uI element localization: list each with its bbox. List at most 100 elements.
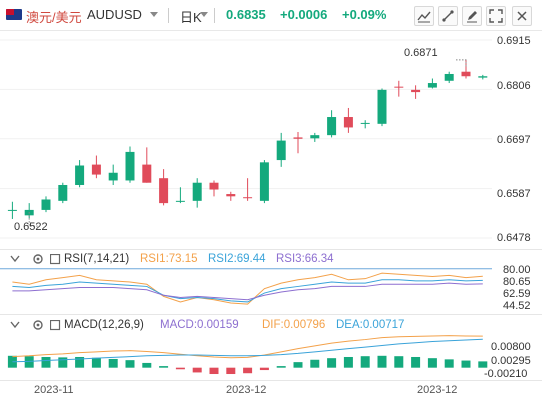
dea-line (12, 338, 483, 363)
macd-bar (427, 358, 437, 368)
macd-chart[interactable] (0, 332, 492, 380)
macd-bar (209, 367, 219, 375)
rsi-tick: 62.59 (503, 288, 531, 300)
macd-bar (192, 367, 202, 373)
candle-body (327, 117, 337, 136)
candle-body (377, 89, 387, 124)
candle-body (108, 172, 118, 181)
candle-body (91, 164, 101, 175)
gear-icon[interactable] (32, 253, 44, 265)
candle-body (360, 122, 370, 124)
pencil-icon[interactable] (462, 6, 482, 26)
macd-tick: 0.00800 (491, 341, 531, 353)
macd-bar (293, 362, 303, 368)
candle-body (259, 162, 269, 201)
rsi-tick: 80.65 (503, 276, 531, 288)
price-tick: 0.6478 (497, 232, 531, 244)
collapse-chevron-icon[interactable] (10, 321, 20, 329)
pane-divider (0, 249, 542, 250)
fullscreen-icon[interactable] (486, 6, 506, 26)
last-price: 0.6835 (226, 7, 266, 22)
price-tick: 0.6587 (497, 188, 531, 200)
macd-bar (142, 362, 152, 368)
draw-line-icon[interactable] (438, 6, 458, 26)
candle-body (461, 71, 471, 77)
gear-icon[interactable] (32, 319, 44, 331)
candle-body (58, 184, 68, 201)
top-bar: 澳元/美元 AUDUSD 日K 0.6835 +0.0006 +0.09% (0, 0, 542, 31)
period-dropdown-icon[interactable] (200, 12, 208, 17)
checkbox-icon[interactable] (50, 254, 61, 265)
rsi-tick: 80.00 (503, 264, 531, 276)
macd-tick: -0.00210 (484, 368, 528, 380)
rsi-chart[interactable] (0, 262, 492, 312)
macd-bar (159, 366, 169, 368)
candle-body (411, 89, 421, 93)
candle-body (142, 164, 152, 183)
collapse-chevron-icon[interactable] (10, 255, 20, 263)
low-label: 0.6522 (14, 221, 48, 233)
symbol-dropdown-icon[interactable] (150, 12, 158, 17)
macd-bar (478, 361, 488, 368)
flag-icon (6, 9, 22, 20)
candle-body (427, 83, 437, 88)
macd-bar (377, 355, 387, 368)
price-tick: 0.6697 (497, 134, 531, 146)
rsi1-line (12, 272, 483, 305)
macd-bar (108, 358, 118, 368)
symbol-name[interactable]: 澳元/美元 (26, 10, 82, 25)
candle-body (159, 178, 169, 204)
candle-body (293, 137, 303, 139)
period-selector[interactable]: 日K (180, 10, 202, 25)
macd-bar (444, 359, 454, 368)
macd-bar (243, 367, 253, 374)
checkbox-icon[interactable] (50, 320, 61, 331)
macd-bar (411, 356, 421, 368)
symbol-code[interactable]: AUDUSD (87, 7, 142, 22)
pane-divider (0, 314, 542, 315)
macd-bar (41, 356, 51, 368)
candle-body (75, 165, 85, 185)
macd-bar (58, 357, 68, 368)
rsi2-line (12, 279, 483, 303)
candle-body (125, 151, 135, 181)
candlestick-chart[interactable] (0, 30, 492, 248)
candle-body (192, 182, 202, 201)
close-icon[interactable] (512, 6, 532, 26)
divider (168, 8, 169, 23)
macd-bar (175, 367, 185, 370)
macd-title: MACD(12,26,9) (64, 319, 144, 331)
macd-tick: 0.00295 (491, 355, 531, 367)
macd-bar (360, 356, 370, 368)
dea-value: DEA:0.00717 (336, 319, 405, 331)
macd-bar (461, 360, 471, 368)
macd-bar (226, 367, 236, 375)
candle-body (394, 86, 404, 88)
candle-body (276, 140, 286, 161)
axis-divider (0, 380, 542, 381)
macd-value: MACD:0.00159 (160, 319, 239, 331)
price-change: +0.0006 (280, 7, 328, 22)
candle-body (310, 135, 320, 139)
candle-body (226, 194, 236, 197)
x-tick-label: 2023-12 (226, 384, 267, 396)
price-change-pct: +0.09% (342, 7, 387, 22)
price-tick: 0.6915 (497, 35, 531, 47)
macd-bar (125, 360, 135, 368)
macd-bar (259, 367, 269, 371)
candle-body (343, 117, 353, 128)
candle-body (41, 199, 51, 210)
dif-line (12, 335, 483, 359)
price-tick: 0.6806 (497, 80, 531, 92)
macd-bar (327, 358, 337, 368)
rsi1-value: RSI1:73.15 (140, 253, 198, 265)
rsi3-value: RSI3:66.34 (276, 253, 334, 265)
macd-bar (24, 356, 34, 368)
rsi-tick: 44.52 (503, 300, 531, 312)
divider (214, 8, 215, 23)
line-chart-icon[interactable] (414, 6, 434, 26)
rsi2-value: RSI2:69.44 (208, 253, 266, 265)
candle-body (209, 182, 219, 190)
rsi3-line (12, 282, 483, 301)
rsi-title: RSI(7,14,21) (64, 253, 130, 265)
